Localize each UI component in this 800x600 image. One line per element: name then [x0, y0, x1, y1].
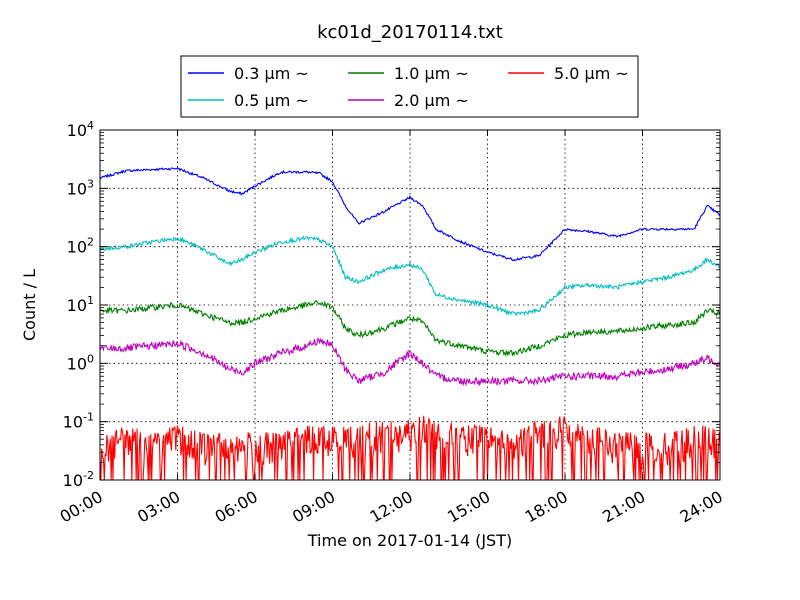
y-tick-label: 102: [67, 236, 94, 257]
y-tick-label: 104: [67, 119, 94, 140]
series-line: [99, 235, 721, 316]
series-group: [99, 166, 721, 481]
y-tick-label: 10-2: [63, 469, 94, 490]
series-line: [99, 336, 721, 387]
legend-item: 0.5 μm ~: [188, 91, 309, 110]
legend-item: 0.3 μm ~: [188, 64, 309, 83]
x-axis-label: Time on 2017-01-14 (JST): [307, 531, 512, 550]
legend: 0.3 μm ~ 0.5 μm ~ 1.0 μm ~ 2.0 μm ~ 5.0 μm ~: [180, 55, 639, 118]
legend-box: [180, 55, 639, 118]
legend-item: 2.0 μm ~: [348, 91, 469, 110]
legend-label: 5.0 μm ~: [554, 64, 629, 83]
series-line: [99, 300, 721, 357]
y-tick-label: 100: [67, 352, 94, 373]
legend-label: 0.5 μm ~: [234, 91, 309, 110]
plot-area: [99, 129, 721, 481]
legend-item: 5.0 μm ~: [508, 64, 629, 83]
y-tick-labels: 10-2 10-1 100 101 102 103 104: [63, 119, 94, 490]
series-line: [99, 166, 721, 262]
y-tick-label: 101: [67, 294, 94, 315]
legend-label: 0.3 μm ~: [234, 64, 309, 83]
y-tick-label: 10-1: [63, 411, 94, 432]
legend-item: 1.0 μm ~: [348, 64, 469, 83]
legend-label: 1.0 μm ~: [394, 64, 469, 83]
chart-title: kc01d_20170114.txt: [317, 22, 503, 43]
y-tick-label: 103: [67, 177, 94, 198]
legend-label: 2.0 μm ~: [394, 91, 469, 110]
y-axis-label: Count / L: [20, 269, 39, 341]
plot-background: [100, 130, 720, 480]
series-line: [99, 415, 721, 481]
tick-marks: [99, 129, 721, 481]
